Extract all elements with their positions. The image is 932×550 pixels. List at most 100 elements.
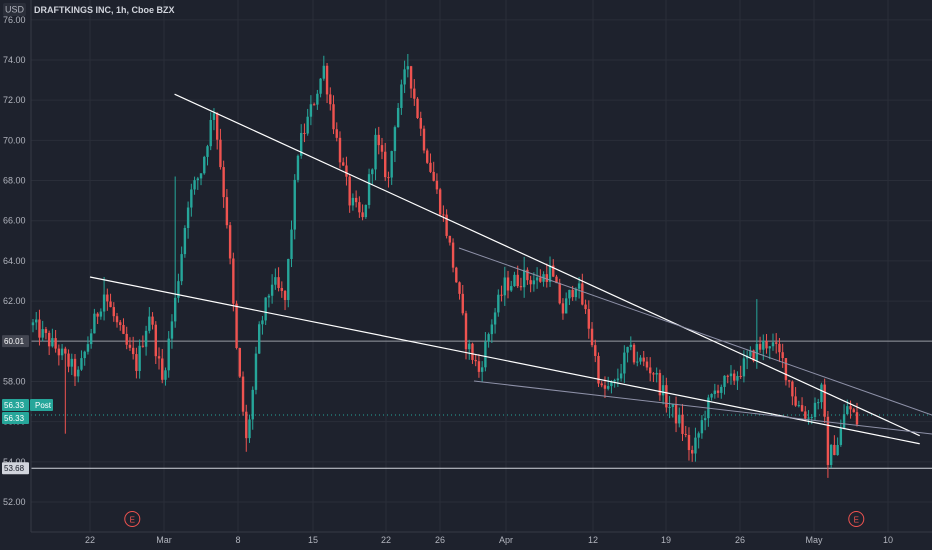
candle-body: [173, 297, 177, 322]
candle-body: [539, 277, 542, 282]
earnings-marker-1[interactable]: [124, 511, 141, 527]
candle-body: [261, 320, 264, 325]
candle-body: [820, 384, 823, 403]
currency-badge: [3, 3, 26, 16]
candle-body: [429, 162, 432, 172]
candle-body: [338, 137, 342, 163]
candle-body: [804, 411, 807, 419]
trendlines[interactable]: [89, 93, 932, 445]
candle-body: [403, 69, 406, 85]
candle-body: [526, 269, 529, 281]
candle-body: [154, 324, 157, 357]
candle-body: [322, 65, 326, 79]
candle-body: [183, 227, 187, 255]
y-tick-label: 76.00: [3, 15, 26, 25]
candle-body: [89, 333, 93, 345]
candle-body: [645, 361, 649, 368]
candle-body: [93, 313, 96, 334]
candle-body: [581, 283, 584, 305]
candle-body: [364, 204, 368, 218]
candle-body: [684, 433, 687, 435]
candle-body: [60, 348, 64, 356]
candle-body: [416, 98, 419, 119]
candle-body: [148, 316, 151, 331]
candle-body: [128, 344, 132, 348]
candle-body: [464, 313, 468, 350]
candle-body: [413, 88, 416, 99]
candle-body: [203, 156, 206, 174]
candle-body: [354, 197, 358, 203]
earnings-marker-label: E: [130, 516, 135, 525]
earnings-marker-2[interactable]: [848, 511, 865, 527]
candle-body: [199, 173, 203, 179]
candle-body: [787, 380, 791, 382]
price-tags: 60.01 56.33 Post 56.33 53.68: [2, 335, 53, 475]
price-tag-60: 60.01: [4, 337, 25, 346]
x-tick-label: Mar: [156, 535, 172, 545]
candle-body: [206, 146, 209, 157]
candle-body: [303, 132, 306, 134]
candle-body: [758, 344, 762, 350]
candle-body: [639, 357, 642, 362]
candle-body: [535, 277, 539, 281]
candle-body: [652, 373, 655, 375]
candle-body: [749, 350, 752, 357]
candle-body: [342, 162, 345, 166]
candle-body: [367, 174, 371, 205]
inner-trendline-lower[interactable]: [473, 380, 932, 435]
candle-body: [568, 289, 571, 299]
candle-body: [642, 357, 645, 362]
candle-body: [794, 396, 797, 406]
candle-body: [384, 151, 387, 178]
candle-body: [371, 169, 374, 175]
candle-body: [471, 343, 474, 360]
chart-title: DRAFTKINGS INC, 1h, Cboe BZX: [34, 5, 175, 15]
candle-body: [64, 348, 67, 354]
x-tick-label: 22: [85, 535, 95, 545]
candle-body: [445, 214, 448, 236]
candle-body: [474, 359, 477, 362]
trendline-1[interactable]: [89, 276, 920, 445]
candle-body: [513, 274, 516, 287]
trendline-2[interactable]: [174, 93, 920, 437]
candle-body: [186, 207, 190, 228]
candle-body: [590, 328, 594, 346]
candle-body: [500, 294, 503, 296]
candle-body: [493, 312, 497, 325]
candle-body: [47, 332, 51, 347]
candle-body: [432, 171, 435, 181]
candle-body: [745, 356, 749, 359]
candle-body: [232, 258, 235, 304]
candle-body: [558, 283, 561, 304]
candle-body: [552, 265, 555, 277]
candle-body: [616, 378, 620, 381]
candle-body: [122, 325, 125, 334]
candle-body: [661, 385, 665, 396]
y-tick-label: 74.00: [3, 55, 26, 65]
candle-body: [703, 418, 707, 421]
y-tick-label: 62.00: [3, 296, 26, 306]
currency-label: USD: [5, 5, 25, 15]
candle-body: [44, 329, 48, 333]
candle-body: [238, 347, 242, 377]
candle-body: [448, 235, 452, 243]
candle-body: [300, 132, 303, 156]
candle-body: [377, 134, 380, 146]
candle-body: [855, 412, 859, 425]
earnings-marker-label: E: [854, 516, 859, 525]
candle-body: [817, 402, 820, 404]
inner-trendline-upper[interactable]: [458, 247, 932, 416]
candle-body: [529, 280, 532, 285]
candle-body: [484, 341, 487, 368]
candle-body: [51, 338, 54, 347]
candle-body: [287, 258, 290, 301]
candle-body: [713, 390, 717, 395]
candle-body: [157, 356, 161, 359]
candle-body: [435, 180, 439, 190]
candle-body: [109, 301, 112, 308]
candle-body: [144, 330, 148, 347]
candle-body: [839, 428, 843, 445]
